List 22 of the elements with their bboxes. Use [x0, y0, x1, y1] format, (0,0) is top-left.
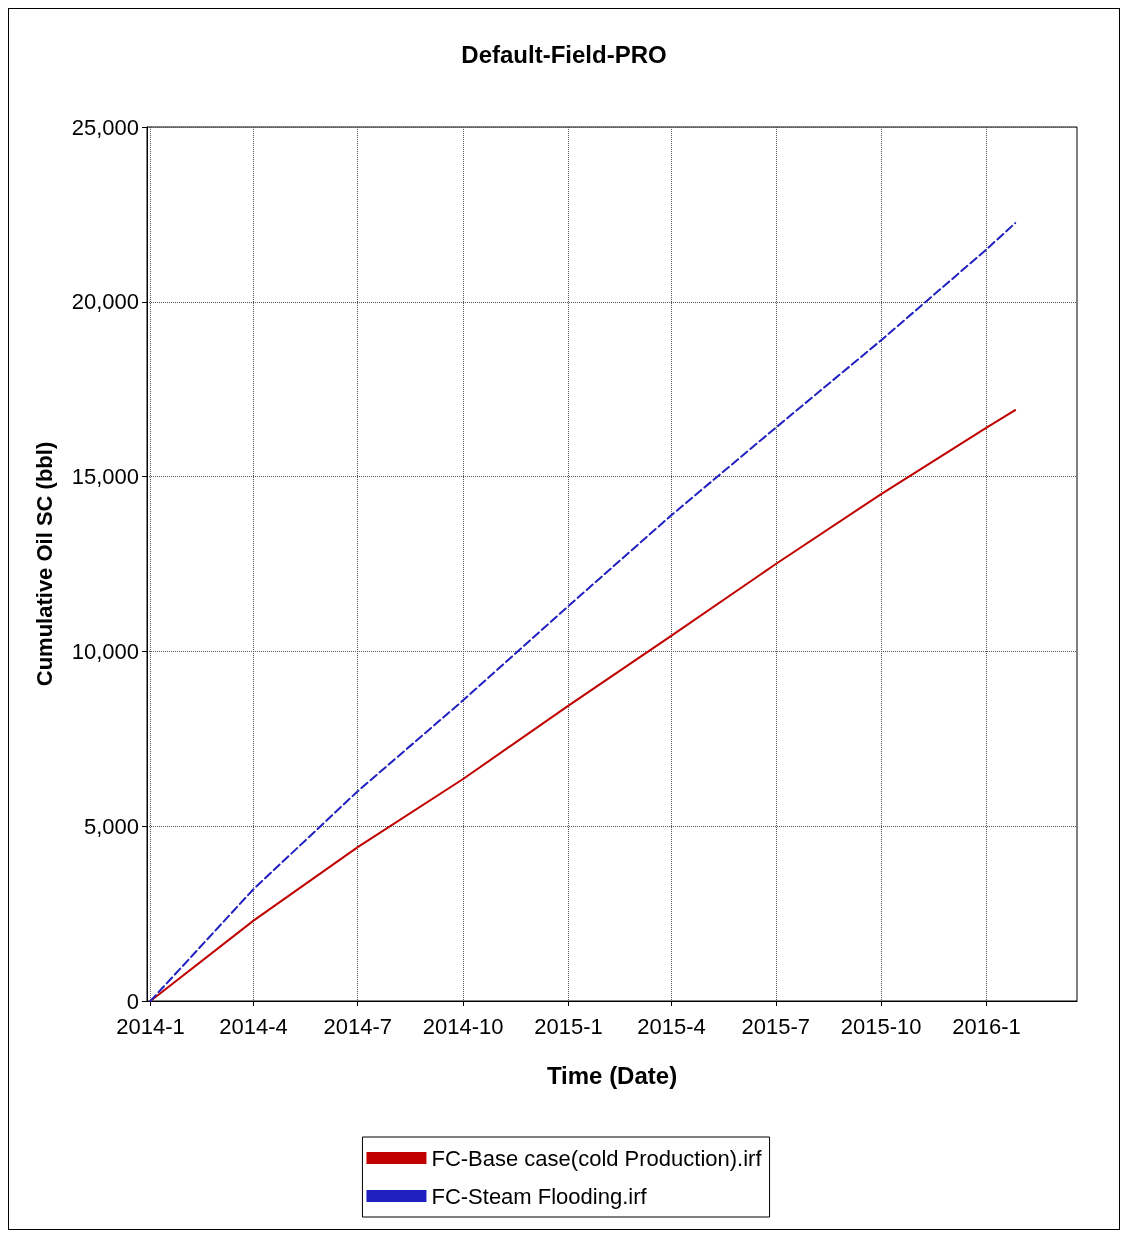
- chart-title: Default-Field-PRO: [461, 40, 667, 68]
- x-tick-label: 2014-7: [323, 1013, 392, 1039]
- line-series: [149, 409, 1017, 1002]
- x-tick-label: 2015-10: [840, 1013, 922, 1039]
- x-tick-label: 2014-10: [422, 1013, 504, 1039]
- y-tick-label: 25,000: [71, 114, 139, 140]
- y-tick-label: 20,000: [71, 289, 139, 315]
- x-axis-title: Time (Date): [546, 1061, 678, 1089]
- y-tick-label: 0: [126, 988, 139, 1014]
- x-tick-label: 2015-7: [741, 1013, 811, 1039]
- y-tick-label: 10,000: [71, 638, 139, 664]
- y-tick-label: 5,000: [83, 813, 139, 839]
- x-tick-label: 2015-4: [637, 1013, 706, 1039]
- x-tick-label: 2016-1: [952, 1013, 1021, 1039]
- x-tick-label: 2014-1: [116, 1013, 185, 1039]
- y-tick-label: 15,000: [71, 464, 139, 490]
- x-tick-label: 2014-4: [219, 1013, 288, 1039]
- y-axis-title: Cumulative Oil SC (bbl): [31, 441, 57, 687]
- legend-label: FC-Base case(cold Production).irf: [431, 1145, 763, 1171]
- x-tick-label: 2015-1: [534, 1013, 603, 1039]
- line-series: [149, 222, 1017, 1002]
- legend-label: FC-Steam Flooding.irf: [431, 1183, 648, 1209]
